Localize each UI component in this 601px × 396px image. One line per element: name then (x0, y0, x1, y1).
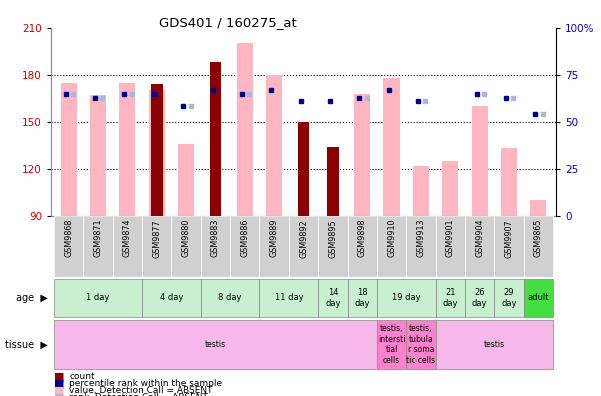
Bar (442, 161, 459, 216)
Text: GSM9889: GSM9889 (270, 219, 279, 257)
Text: 19 day: 19 day (392, 293, 421, 303)
Text: 21
day: 21 day (442, 288, 458, 308)
Text: GSM9904: GSM9904 (475, 219, 484, 257)
Text: testis: testis (205, 340, 226, 349)
Text: GSM9895: GSM9895 (328, 219, 337, 257)
Bar (120, 83, 135, 216)
Bar (151, 84, 163, 216)
Bar (465, 216, 494, 277)
Bar (413, 166, 429, 216)
Text: GSM9871: GSM9871 (94, 219, 103, 257)
Bar (61, 83, 77, 216)
Bar (201, 216, 230, 277)
Text: GSM9886: GSM9886 (240, 219, 249, 257)
Bar (260, 216, 289, 277)
Bar (377, 279, 436, 317)
Text: 8 day: 8 day (218, 293, 242, 303)
Bar (318, 216, 347, 277)
Bar (436, 279, 465, 317)
Bar (289, 216, 318, 277)
Bar (383, 78, 400, 216)
Text: 4 day: 4 day (160, 293, 183, 303)
Text: GSM9868: GSM9868 (64, 219, 73, 257)
Text: ■: ■ (54, 392, 64, 396)
Bar (84, 216, 113, 277)
Text: adult: adult (528, 293, 549, 303)
Bar (113, 216, 142, 277)
Text: 14
day: 14 day (325, 288, 341, 308)
Bar (347, 279, 377, 317)
Text: tissue  ▶: tissue ▶ (5, 339, 48, 350)
Bar (90, 95, 106, 216)
Bar (465, 279, 494, 317)
Text: GDS401 / 160275_at: GDS401 / 160275_at (159, 16, 297, 29)
Text: GSM9874: GSM9874 (123, 219, 132, 257)
Text: GSM9910: GSM9910 (387, 219, 396, 257)
Bar (472, 106, 487, 216)
Text: GSM9892: GSM9892 (299, 219, 308, 257)
Text: GSM9901: GSM9901 (446, 219, 455, 257)
Bar (327, 147, 339, 216)
Bar (354, 93, 370, 216)
Text: GSM9883: GSM9883 (211, 219, 220, 257)
Bar (347, 216, 377, 277)
Text: GSM9907: GSM9907 (504, 219, 513, 257)
Text: 26
day: 26 day (472, 288, 487, 308)
Text: GSM9877: GSM9877 (152, 219, 161, 257)
Bar (523, 216, 553, 277)
Text: testis,
intersti
tial
cells: testis, intersti tial cells (378, 324, 405, 365)
Text: ■: ■ (54, 371, 64, 381)
Bar (377, 216, 406, 277)
Bar (178, 144, 194, 216)
Bar (523, 279, 553, 317)
Bar (171, 216, 201, 277)
Bar (406, 320, 436, 369)
Text: value, Detection Call = ABSENT: value, Detection Call = ABSENT (69, 386, 213, 395)
Bar (54, 216, 84, 277)
Text: testis,
tubula
r soma
tic cells: testis, tubula r soma tic cells (406, 324, 436, 365)
Text: 29
day: 29 day (501, 288, 517, 308)
Bar (501, 148, 517, 216)
Bar (377, 320, 406, 369)
Bar (297, 122, 310, 216)
Text: percentile rank within the sample: percentile rank within the sample (69, 379, 222, 388)
Bar (230, 216, 260, 277)
Bar (237, 44, 253, 216)
Text: age  ▶: age ▶ (16, 293, 48, 303)
Text: rank, Detection Call = ABSENT: rank, Detection Call = ABSENT (69, 393, 208, 396)
Bar (54, 320, 377, 369)
Text: count: count (69, 372, 95, 381)
Bar (148, 90, 165, 216)
Text: 18
day: 18 day (355, 288, 370, 308)
Bar (436, 320, 553, 369)
Bar (54, 279, 142, 317)
Bar (436, 216, 465, 277)
Bar (210, 62, 221, 216)
Bar (494, 279, 523, 317)
Text: GSM9913: GSM9913 (416, 219, 426, 257)
Bar (406, 216, 436, 277)
Text: GSM9865: GSM9865 (534, 219, 543, 257)
Text: testis: testis (484, 340, 505, 349)
Bar (494, 216, 523, 277)
Bar (201, 279, 260, 317)
Text: 11 day: 11 day (275, 293, 303, 303)
Text: GSM9898: GSM9898 (358, 219, 367, 257)
Text: 1 day: 1 day (87, 293, 110, 303)
Text: GSM9880: GSM9880 (182, 219, 191, 257)
Text: ■: ■ (54, 378, 64, 388)
Bar (260, 279, 318, 317)
Text: ■: ■ (54, 385, 64, 396)
Bar (142, 216, 171, 277)
Bar (318, 279, 347, 317)
Bar (530, 200, 546, 216)
Bar (266, 75, 282, 216)
Bar (142, 279, 201, 317)
